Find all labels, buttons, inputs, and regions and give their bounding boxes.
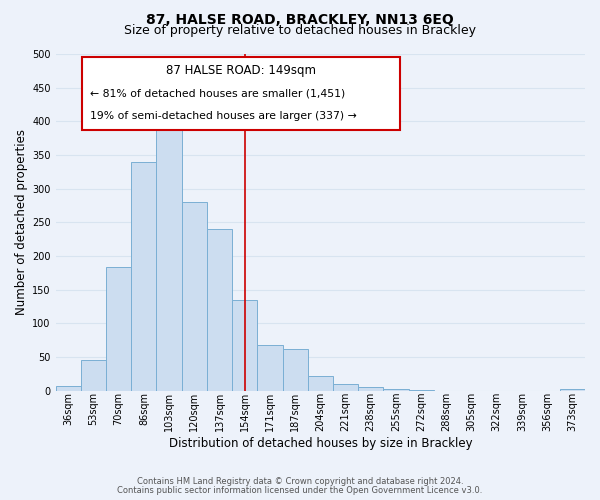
Bar [333, 384, 358, 390]
Text: Size of property relative to detached houses in Brackley: Size of property relative to detached ho… [124, 24, 476, 37]
Bar [56, 386, 81, 390]
X-axis label: Distribution of detached houses by size in Brackley: Distribution of detached houses by size … [169, 437, 472, 450]
Bar [383, 389, 409, 390]
Text: 87, HALSE ROAD, BRACKLEY, NN13 6EQ: 87, HALSE ROAD, BRACKLEY, NN13 6EQ [146, 12, 454, 26]
Bar [257, 345, 283, 391]
Bar [106, 268, 131, 390]
Text: 19% of semi-detached houses are larger (337) →: 19% of semi-detached houses are larger (… [90, 111, 357, 121]
Text: ← 81% of detached houses are smaller (1,451): ← 81% of detached houses are smaller (1,… [90, 88, 346, 99]
Text: Contains public sector information licensed under the Open Government Licence v3: Contains public sector information licen… [118, 486, 482, 495]
FancyBboxPatch shape [82, 58, 400, 130]
Bar [283, 349, 308, 391]
Bar [157, 122, 182, 390]
Bar [308, 376, 333, 390]
Bar [207, 229, 232, 390]
Bar [560, 389, 585, 390]
Bar [182, 202, 207, 390]
Text: Contains HM Land Registry data © Crown copyright and database right 2024.: Contains HM Land Registry data © Crown c… [137, 477, 463, 486]
Bar [81, 360, 106, 390]
Bar [131, 162, 157, 390]
Bar [358, 387, 383, 390]
Text: 87 HALSE ROAD: 149sqm: 87 HALSE ROAD: 149sqm [166, 64, 316, 77]
Y-axis label: Number of detached properties: Number of detached properties [15, 130, 28, 316]
Bar [232, 300, 257, 390]
